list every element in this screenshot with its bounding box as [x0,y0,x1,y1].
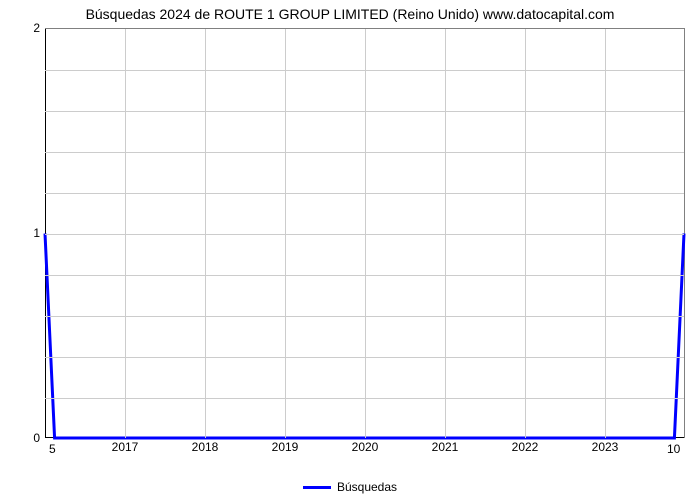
chart-container: Búsquedas 2024 de ROUTE 1 GROUP LIMITED … [0,0,700,500]
x-tick-label: 2018 [192,440,219,454]
chart-title: Búsquedas 2024 de ROUTE 1 GROUP LIMITED … [0,6,700,22]
x-tick-label: 2019 [272,440,299,454]
legend: Búsquedas [0,480,700,494]
gridline-v [205,29,206,438]
gridline-v [605,29,606,438]
x-tick-label: 2020 [352,440,379,454]
gridline-v [285,29,286,438]
point-annotation: 10 [667,442,680,456]
y-tick-label: 0 [10,431,40,445]
gridline-v [365,29,366,438]
y-tick-label: 1 [10,226,40,240]
point-annotation: 5 [49,442,56,456]
gridline-v [445,29,446,438]
x-tick-label: 2021 [432,440,459,454]
x-tick-label: 2022 [512,440,539,454]
legend-swatch [303,486,331,489]
x-tick-label: 2023 [592,440,619,454]
legend-label: Búsquedas [337,480,397,494]
gridline-v [125,29,126,438]
plot-area [45,28,685,438]
gridline-v [525,29,526,438]
y-tick-label: 2 [10,21,40,35]
x-tick-label: 2017 [112,440,139,454]
